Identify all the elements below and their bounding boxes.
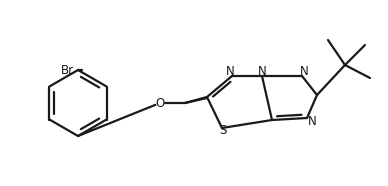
Text: N: N <box>300 65 308 78</box>
Text: N: N <box>258 65 267 78</box>
Text: N: N <box>226 65 234 78</box>
Text: S: S <box>219 124 227 137</box>
Text: N: N <box>308 115 316 127</box>
Text: Br: Br <box>61 63 74 76</box>
Text: O: O <box>155 97 165 110</box>
